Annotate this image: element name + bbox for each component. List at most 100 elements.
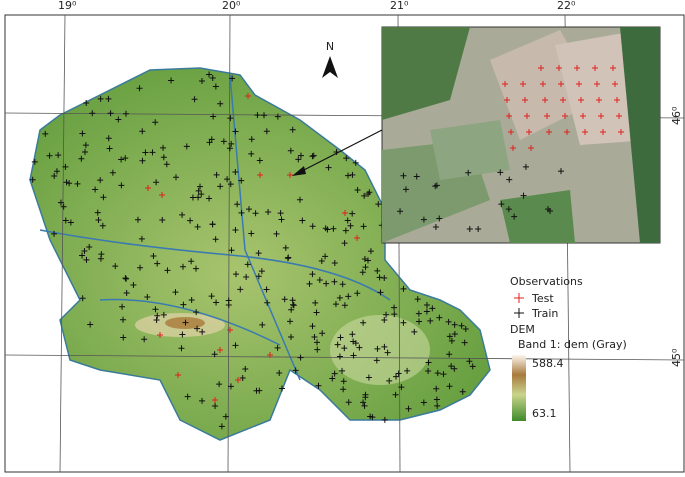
observation: [290, 301, 297, 308]
observation: [544, 113, 550, 119]
observation: [498, 201, 505, 208]
observation: [361, 402, 368, 409]
observation: [160, 311, 167, 318]
observation: [356, 344, 363, 351]
observation: [55, 152, 62, 159]
observation: [365, 374, 372, 381]
dem-min: 63.1: [532, 407, 557, 420]
observation: [141, 336, 148, 343]
observation: [195, 187, 202, 194]
observation: [175, 372, 181, 378]
observation: [115, 116, 122, 123]
observation: [263, 128, 270, 135]
observation: [134, 216, 141, 223]
observation: [345, 172, 352, 179]
observation: [154, 260, 161, 267]
observation: [360, 399, 367, 406]
observation: [341, 345, 348, 352]
lon-label: 20⁰: [222, 0, 241, 12]
observation: [344, 217, 351, 224]
observation: [212, 397, 218, 403]
observation: [446, 351, 453, 358]
observation: [67, 219, 74, 226]
observation: [475, 225, 482, 232]
observation: [436, 215, 443, 222]
observation: [434, 370, 441, 377]
dem-max: 588.4: [532, 357, 564, 370]
observation: [546, 129, 552, 135]
observation: [413, 173, 420, 180]
observation: [136, 85, 143, 92]
observation: [374, 267, 381, 274]
observation: [178, 345, 185, 352]
observation: [83, 100, 90, 107]
observation: [405, 405, 412, 412]
observation: [526, 129, 532, 135]
observation: [227, 181, 234, 188]
observation: [97, 177, 104, 184]
observation: [311, 334, 318, 341]
observation: [120, 316, 127, 323]
observation: [95, 216, 102, 223]
observation: [420, 399, 427, 406]
observation: [618, 129, 624, 135]
lat-label: 45⁰: [670, 348, 683, 367]
observation: [506, 113, 512, 119]
observation: [318, 258, 325, 265]
observation: [297, 354, 304, 361]
observation: [225, 297, 232, 304]
observation: [349, 171, 356, 178]
lon-label: 21⁰: [390, 0, 409, 12]
observation: [314, 346, 321, 353]
observation: [299, 217, 306, 224]
observation: [400, 285, 407, 292]
observation: [336, 353, 343, 360]
observation: [349, 210, 356, 217]
observation: [157, 332, 163, 338]
observation: [560, 97, 566, 103]
observation: [106, 145, 113, 152]
observation: [168, 77, 175, 84]
observation: [232, 342, 239, 349]
observation: [423, 308, 430, 315]
observation: [580, 113, 586, 119]
observation: [598, 113, 604, 119]
observation: [238, 177, 245, 184]
observation: [153, 317, 160, 324]
observation: [217, 183, 224, 190]
observation: [349, 331, 356, 338]
observation: [112, 263, 119, 270]
observation: [614, 97, 620, 103]
observation: [149, 149, 156, 156]
observation: [206, 71, 213, 78]
observation: [381, 416, 388, 423]
observation: [540, 81, 546, 87]
observation: [62, 217, 69, 224]
observation: [330, 225, 337, 232]
observation: [278, 216, 285, 223]
observation: [316, 276, 323, 283]
observation: [60, 203, 67, 210]
observation: [206, 195, 213, 202]
north-label: N: [326, 40, 334, 53]
observation: [248, 230, 255, 237]
observation: [329, 375, 336, 382]
observation: [152, 306, 159, 313]
observation: [29, 176, 36, 183]
observation: [152, 119, 159, 126]
observation: [264, 299, 271, 306]
observation: [381, 275, 388, 282]
observation: [339, 367, 346, 374]
observation: [243, 273, 250, 280]
observation: [57, 199, 64, 206]
observation: [274, 344, 281, 351]
legend-title: DEM: [510, 323, 535, 336]
observation: [206, 139, 213, 146]
inset: [381, 26, 661, 244]
observation: [433, 182, 440, 189]
observation: [465, 169, 472, 176]
observation: [159, 216, 166, 223]
observation: [63, 179, 70, 186]
observation: [309, 153, 316, 160]
